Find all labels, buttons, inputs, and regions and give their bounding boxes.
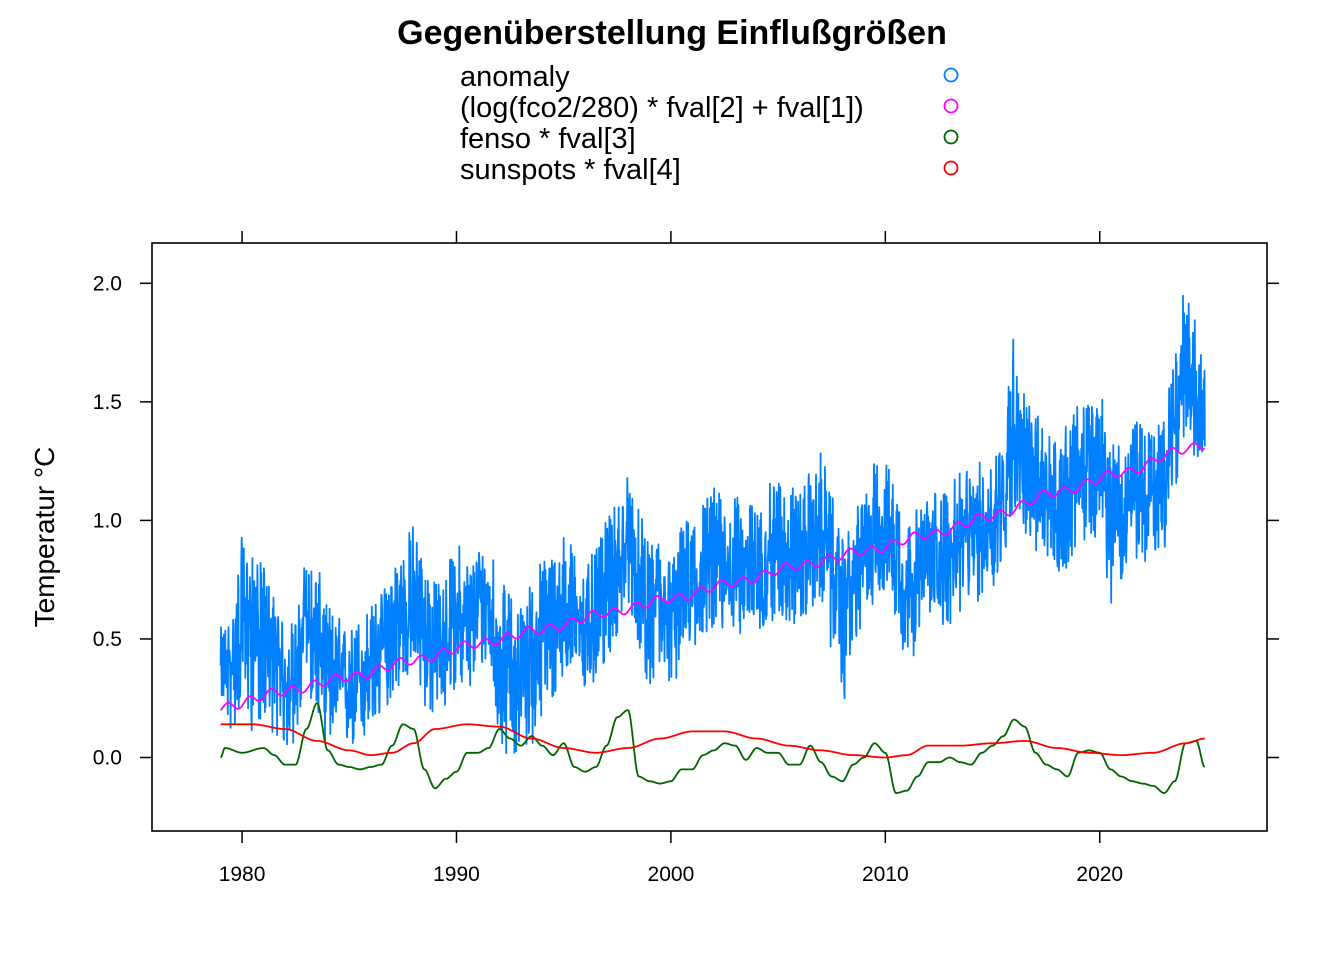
- series-line-fenso-fval-3: [220, 702, 1206, 794]
- y-tick-label: 0.5: [93, 628, 122, 651]
- chart-title: Gegenüberstellung Einflußgrößen: [397, 14, 947, 52]
- y-axis: 0.0 0.5 1.0 1.5 2.0: [93, 272, 1279, 770]
- legend-marker: [943, 129, 959, 145]
- series-line-log-fco2-280-fval-2-fval-1: [219, 442, 1206, 711]
- series-line-anomaly: [219, 294, 1206, 755]
- y-tick-label: 1.0: [93, 509, 122, 532]
- legend: anomaly(log(fco2/280) * fval[2] + fval[1…: [460, 61, 959, 186]
- legend-label: (log(fco2/280) * fval[2] + fval[1]): [460, 92, 864, 124]
- series-layer: [219, 294, 1206, 794]
- y-tick-label: 1.5: [93, 391, 122, 414]
- legend-marker: [943, 98, 959, 114]
- plot-area: [151, 242, 1268, 832]
- legend-label: fenso * fval[3]: [460, 123, 636, 155]
- x-tick-label: 2020: [1076, 863, 1123, 886]
- y-tick-label: 2.0: [93, 272, 122, 295]
- y-axis-label: Temperatur °C: [29, 447, 60, 628]
- legend-marker: [943, 160, 959, 176]
- x-tick-label: 1990: [433, 863, 480, 886]
- legend-label: anomaly: [460, 61, 570, 93]
- x-tick-label: 2010: [862, 863, 909, 886]
- plot-frame: [151, 242, 1268, 832]
- legend-marker: [943, 67, 959, 83]
- x-tick-label: 2000: [648, 863, 695, 886]
- series-line-sunspots-fval-4: [220, 723, 1206, 759]
- legend-label: sunspots * fval[4]: [460, 154, 681, 186]
- x-tick-label: 1980: [219, 863, 266, 886]
- x-axis: 1980 1990 2000 2010 2020: [219, 231, 1123, 886]
- y-tick-label: 0.0: [93, 747, 122, 770]
